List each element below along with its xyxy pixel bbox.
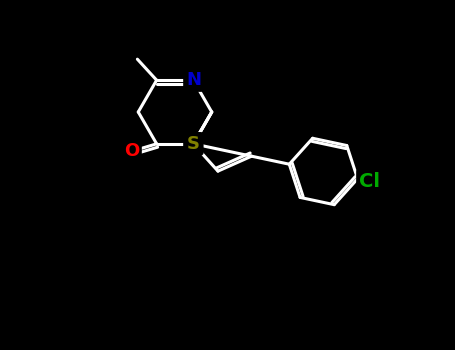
Text: S: S — [187, 135, 200, 153]
Text: O: O — [124, 142, 139, 160]
Text: N: N — [186, 135, 201, 153]
Text: Cl: Cl — [359, 172, 380, 191]
Text: N: N — [186, 71, 201, 89]
